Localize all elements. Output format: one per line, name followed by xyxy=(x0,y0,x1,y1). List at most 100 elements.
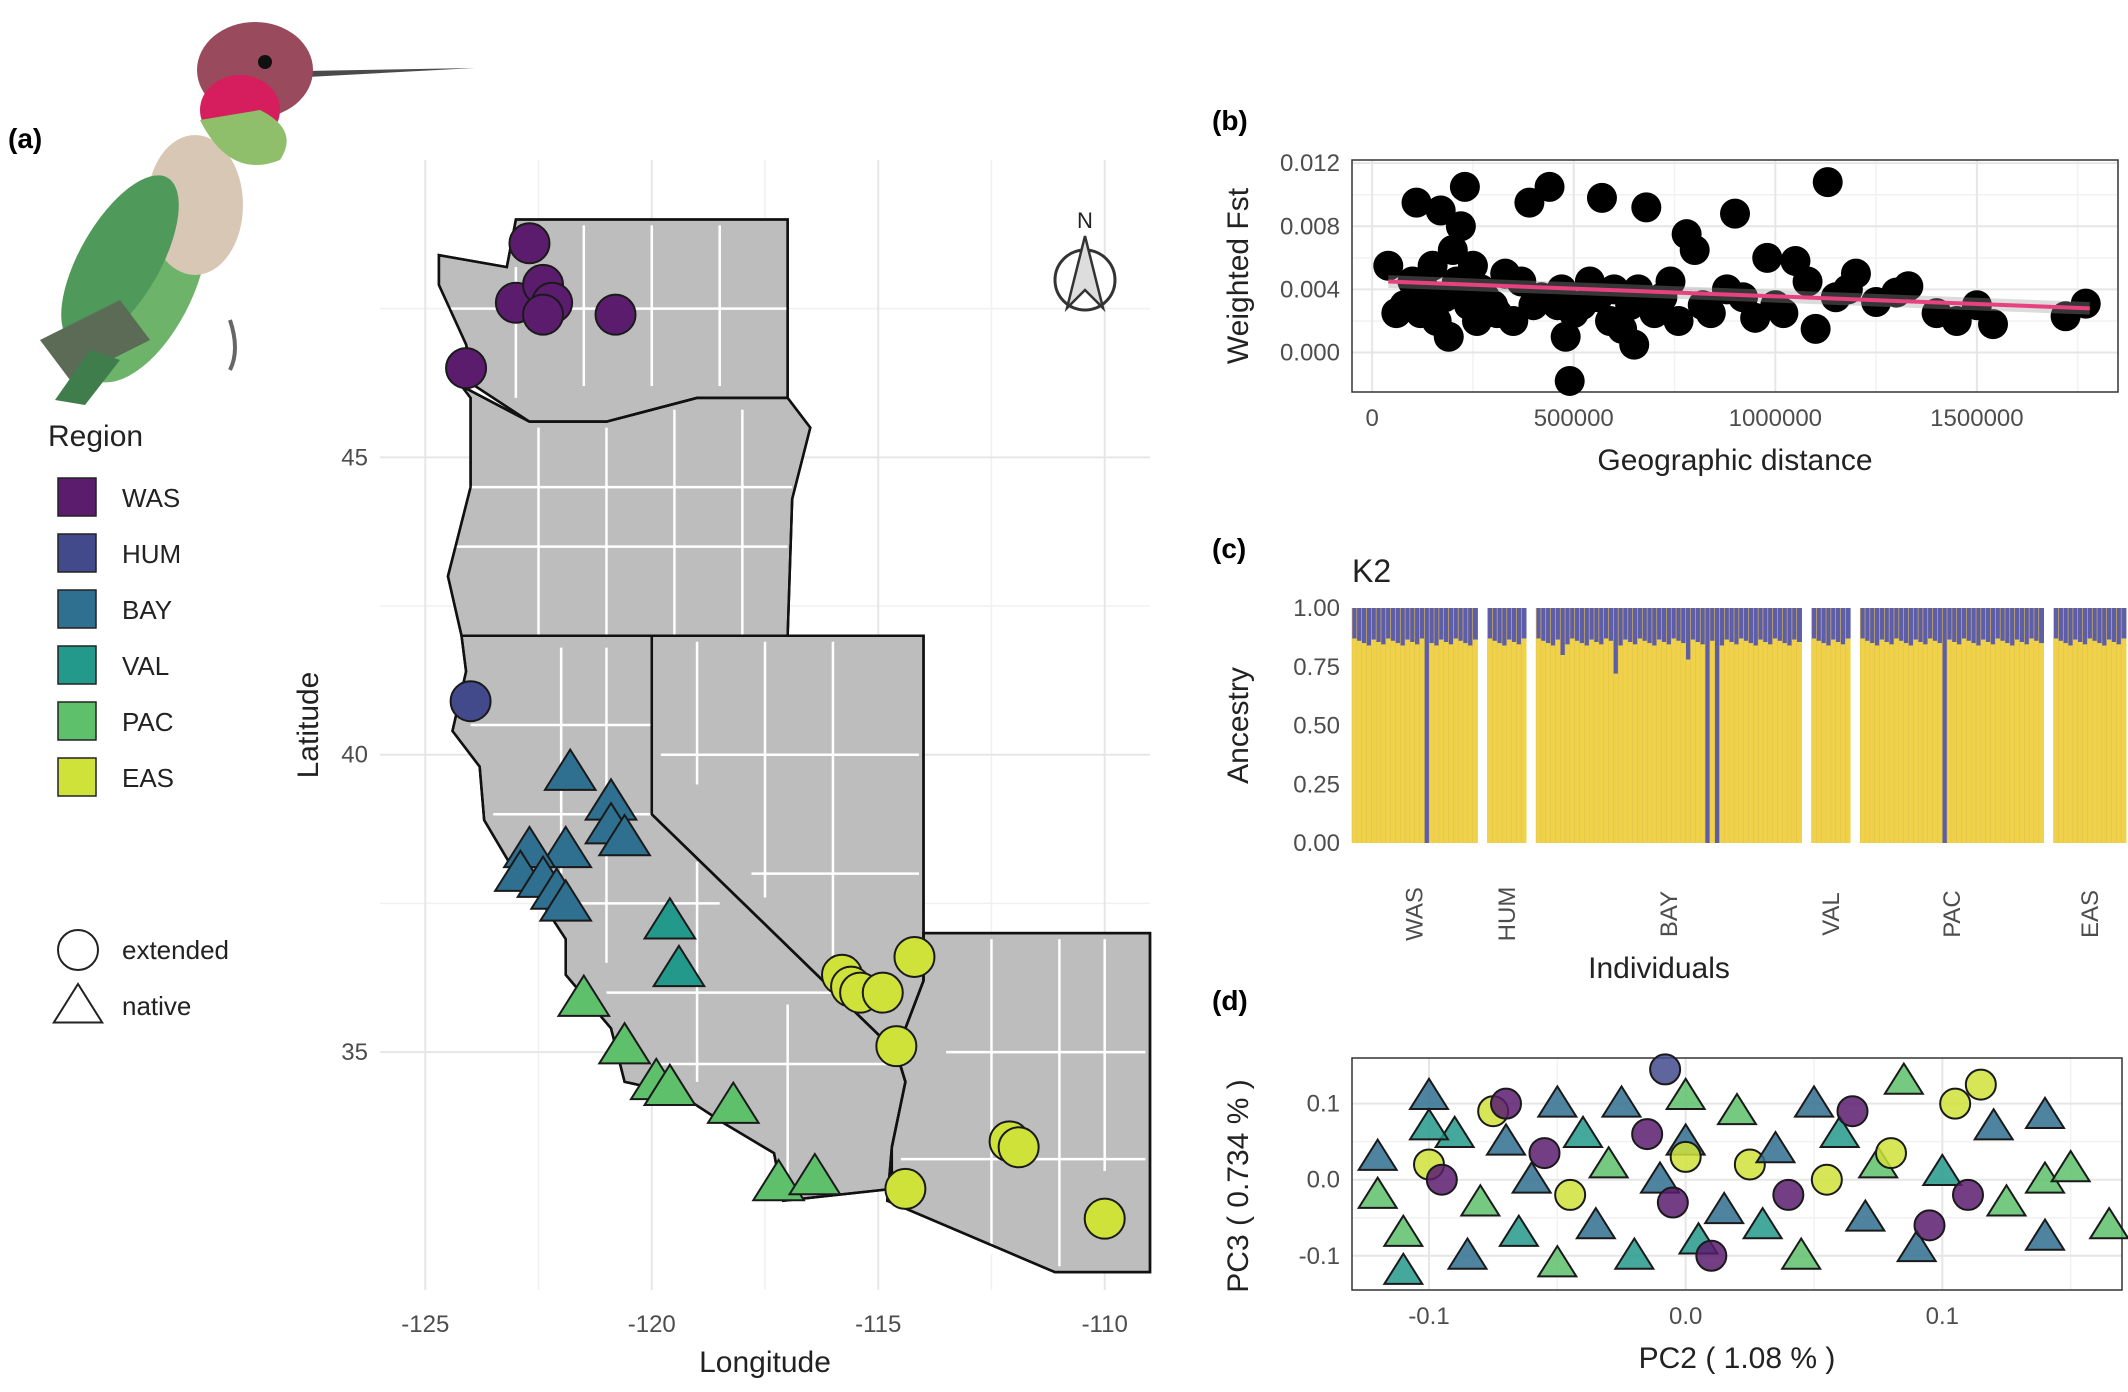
ancestry-bar-yellow xyxy=(1758,639,1764,843)
pca-point-was xyxy=(1656,1186,1689,1219)
ancestry-bar-yellow xyxy=(1550,645,1556,843)
ibd-point xyxy=(1978,309,2009,340)
ancestry-bar-purple xyxy=(1966,608,1972,641)
map-point-eas xyxy=(1083,1197,1126,1240)
ancestry-bar-yellow xyxy=(1690,639,1696,843)
ibd-y-tick: 0.000 xyxy=(1280,340,1340,367)
ancestry-bar-purple xyxy=(2014,608,2020,640)
map-point-pac xyxy=(597,1021,652,1065)
ancestry-bar-purple xyxy=(1661,608,1667,643)
panel-b-label: (b) xyxy=(1212,105,1248,136)
ancestry-panel-title: K2 xyxy=(1352,553,1391,589)
pca-point-eas xyxy=(1964,1068,1997,1101)
ancestry-bar-yellow xyxy=(1429,643,1435,843)
ancestry-bar-purple xyxy=(1985,608,1991,643)
ancestry-bar-purple xyxy=(1845,608,1851,639)
ancestry-y-tick: 0.00 xyxy=(1293,830,1340,857)
map-point-was xyxy=(522,293,565,336)
pca-x-tick: 0.1 xyxy=(1926,1303,1959,1330)
ancestry-bar-yellow xyxy=(1729,642,1735,843)
ancestry-bar-purple xyxy=(1719,608,1725,646)
ancestry-bar-yellow xyxy=(1608,640,1614,843)
ancestry-bar-yellow xyxy=(1637,638,1643,843)
pca-plot-frame xyxy=(1351,1057,2123,1291)
ancestry-bar-purple xyxy=(1608,608,1614,641)
ancestry-bar-purple xyxy=(1961,608,1967,639)
ibd-point xyxy=(1449,171,1480,202)
ancestry-bar-yellow xyxy=(1545,643,1551,843)
ancestry-bar-purple xyxy=(1976,608,1982,646)
ancestry-bar-purple xyxy=(1618,608,1624,646)
ancestry-y-tick: 0.75 xyxy=(1293,654,1340,681)
pca-point-eas xyxy=(1810,1163,1843,1196)
pca-point-val xyxy=(1562,1114,1604,1149)
ancestry-bar-yellow xyxy=(2097,643,2103,843)
map-x-tick: -120 xyxy=(628,1311,676,1338)
ancestry-bar-purple xyxy=(1908,608,1914,646)
map-point-pac xyxy=(706,1080,761,1124)
legend-shape-circle xyxy=(57,929,99,971)
ancestry-bar-purple xyxy=(1651,608,1658,646)
ancestry-bar-purple xyxy=(1932,608,1938,641)
pca-point-pac xyxy=(1985,1183,2028,1217)
pca-point-was xyxy=(1836,1095,1869,1128)
ancestry-bar-yellow xyxy=(1574,640,1580,843)
ancestry-bar-yellow xyxy=(1874,645,1880,843)
ibd-y-axis-title: Weighted Fst xyxy=(1222,187,1255,364)
ancestry-bar-purple xyxy=(1748,608,1754,644)
ibd-point xyxy=(1792,266,1823,297)
trend-line xyxy=(1388,279,2090,311)
ancestry-bar-purple xyxy=(1787,608,1793,646)
ancestry-group-label: HUM xyxy=(1494,887,1521,942)
ancestry-bar-purple xyxy=(1594,608,1600,643)
ancestry-bar-yellow xyxy=(2072,639,2079,843)
ibd-point xyxy=(1720,198,1750,229)
ibd-point xyxy=(1663,305,1694,336)
ibd-point xyxy=(1373,250,1404,281)
legend-label-val: VAL xyxy=(122,651,169,681)
ancestry-bar-yellow xyxy=(1666,644,1672,843)
ancestry-bar-purple xyxy=(1874,608,1880,646)
ibd-point xyxy=(1445,211,1476,242)
ancestry-bar-yellow xyxy=(1487,638,1493,843)
ancestry-bar-yellow xyxy=(1767,644,1774,843)
ancestry-bar-purple xyxy=(1434,608,1440,646)
ancestry-bar-purple xyxy=(1627,608,1634,643)
ancestry-bar-yellow xyxy=(1816,640,1822,843)
ancestry-bar-yellow xyxy=(1366,645,1372,843)
ancestry-y-axis-title: Ancestry xyxy=(1222,667,1255,784)
ancestry-bar-purple xyxy=(1758,608,1764,640)
ancestry-bar-yellow xyxy=(1956,644,1962,843)
ancestry-bar-purple xyxy=(1395,608,1401,644)
ancestry-bar-purple xyxy=(1656,608,1662,640)
ancestry-bar-yellow xyxy=(2033,640,2040,843)
ancestry-bar-yellow xyxy=(1840,644,1846,843)
pca-point-eas xyxy=(1669,1140,1702,1173)
ancestry-bar-purple xyxy=(2092,608,2098,641)
ancestry-bar-yellow xyxy=(1409,642,1416,843)
ancestry-group-was xyxy=(1351,608,1478,843)
ancestry-bar-purple xyxy=(1942,608,1948,843)
hummingbird-illustration xyxy=(40,22,475,405)
panel-d-label: (d) xyxy=(1212,985,1248,1016)
ancestry-bar-purple xyxy=(1622,608,1629,640)
ancestry-bar-yellow xyxy=(1463,643,1469,843)
ancestry-group-label: VAL xyxy=(1818,892,1845,936)
ancestry-bar-yellow xyxy=(1951,642,1958,843)
ancestry-bar-purple xyxy=(1791,608,1798,640)
ancestry-bar-purple xyxy=(1956,608,1962,645)
ancestry-bar-purple xyxy=(1884,608,1890,643)
ancestry-bar-purple xyxy=(2121,608,2127,639)
pca-point-was xyxy=(1952,1178,1984,1211)
ancestry-bar-yellow xyxy=(1632,644,1638,843)
ancestry-bar-purple xyxy=(2024,608,2030,645)
ancestry-bar-yellow xyxy=(1385,638,1392,843)
ancestry-bar-yellow xyxy=(1985,642,1991,843)
ancestry-bar-purple xyxy=(1424,608,1430,843)
legend-label-eas: EAS xyxy=(122,763,174,793)
ancestry-bar-yellow xyxy=(2029,638,2035,843)
pca-x-axis-title: PC2 ( 1.08 % ) xyxy=(1639,1342,1836,1375)
ancestry-bar-yellow xyxy=(1540,640,1547,843)
ibd-point xyxy=(1554,365,1585,396)
ancestry-bar-yellow xyxy=(1821,643,1827,843)
